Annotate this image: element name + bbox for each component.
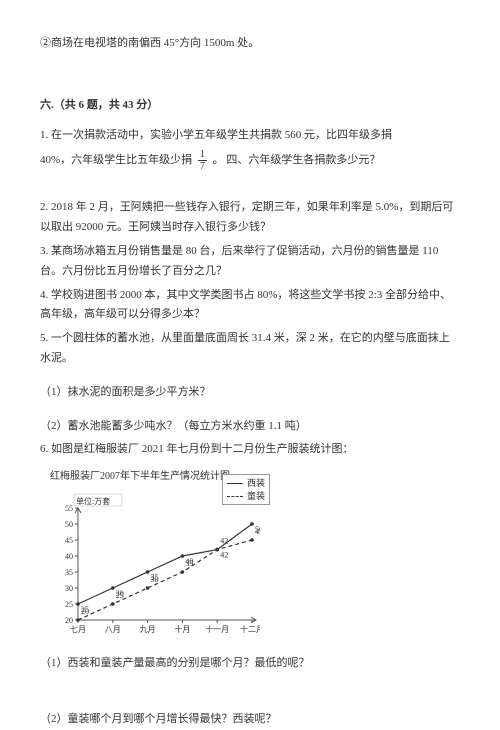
svg-text:十一月: 十一月 [205,624,229,634]
svg-text:十月: 十月 [174,624,190,634]
q1-line-a: 1. 在一次捐款活动中，实验小学五年级学生共捐款 560 元，比四年级多捐 [40,126,460,146]
svg-text:50: 50 [65,520,73,529]
svg-text:25: 25 [116,591,124,600]
q6-2: （2）童装哪个月到哪个月增长得最快？西装呢？ [40,710,460,730]
svg-text:八月: 八月 [105,625,121,634]
svg-text:30: 30 [151,575,159,584]
legend-dashed-line [227,496,243,497]
fraction-num: 1 [198,149,207,161]
svg-text:42: 42 [220,537,228,546]
svg-text:45: 45 [255,527,260,536]
q1-b-pre: 40%，六年级学生比五年级少捐 [40,154,192,166]
q1-fraction: 1 7 [198,149,207,172]
section-6-title: 六.（共 6 题，共 43 分） [40,96,460,116]
svg-text:十二月: 十二月 [240,624,260,634]
chart-legend: 西装 童装 [222,474,270,505]
svg-text:35: 35 [185,559,193,568]
svg-text:40: 40 [65,552,73,561]
svg-text:单位:万套: 单位:万套 [76,496,110,506]
svg-text:25: 25 [65,600,73,609]
svg-text:30: 30 [65,584,73,593]
chart: 单位:万套 20 25 30 35 40 45 50 55 七月 八月 九月 十月 十一月 十二月 25 30 3… [50,490,260,640]
top-note: ②商场在电视塔的南偏西 45°方向 1500m 处。 [40,34,460,54]
q5-1: （1）抹水泥的面积是多少平方米？ [40,383,460,403]
q1-b-post: 。 四、六年级学生各捐款多少元？ [213,154,381,166]
svg-text:45: 45 [65,536,73,545]
q4: 4. 学校购进图书 2000 本，其中文学类图书占 80%，将这些文学书按 2:… [40,286,460,326]
svg-text:55: 55 [65,504,73,513]
fraction-den: 7 [198,161,207,172]
q6-1: （1）西装和童装产量最高的分别是哪个月？最低的呢？ [40,654,460,674]
q1-line-b: 40%，六年级学生比五年级少捐 1 7 。 四、六年级学生各捐款多少元？ [40,149,460,172]
svg-text:20: 20 [81,607,89,616]
q5-2: （2）蓄水池能蓄多少吨水？（每立方米水约重 1.1 吨） [40,417,460,437]
svg-text:35: 35 [65,568,73,577]
svg-text:七月: 七月 [70,625,86,634]
q6: 6. 如图是红梅服装厂 2021 年七月份到十二月份生产服装统计图： [40,440,460,460]
q3: 3. 某商场冰箱五月份销售量是 80 台，后来举行了促销活动，六月份的销售量是 … [40,242,460,282]
svg-text:20: 20 [65,616,73,625]
svg-text:九月: 九月 [140,625,156,634]
q5: 5. 一个圆柱体的蓄水池，从里面量底面周长 31.4 米，深 2 米，在它的内壁… [40,329,460,369]
q2: 2. 2018 年 2 月，王阿姨把一些钱存入银行，定期三年，如果年利率是 5.… [40,198,460,238]
legend-solid-label: 西装 [247,477,265,490]
svg-text:42: 42 [220,551,228,560]
legend-dashed-label: 童装 [247,490,265,503]
legend-solid-line [227,483,243,484]
